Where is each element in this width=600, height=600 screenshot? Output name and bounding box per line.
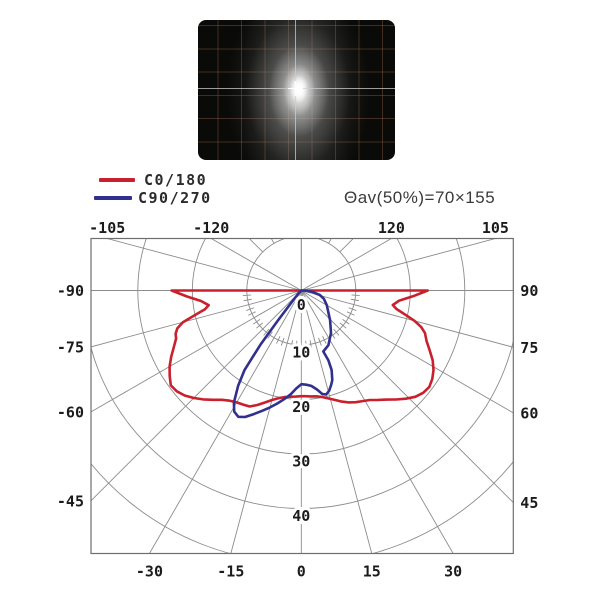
radial-label: 0 — [297, 296, 306, 314]
angle-label: -45 — [57, 492, 84, 510]
angle-label: 30 — [444, 563, 462, 581]
legend: C0/180 C90/270 — [94, 171, 212, 207]
beam-spot-photo — [198, 20, 395, 160]
angle-label: -60 — [57, 403, 84, 421]
legend-swatch-red — [99, 178, 135, 182]
axis-labels: -105 -120 120 105 -90 -75 -60 -45 90 75 60 45 -30 -15… — [57, 219, 538, 581]
angle-label: 90 — [520, 282, 538, 300]
angle-label: -75 — [57, 338, 84, 356]
angle-label: 45 — [520, 494, 538, 512]
angle-label: 0 — [297, 563, 306, 581]
beam-angle-annotation: Θav(50%)=70×155 — [344, 188, 496, 207]
angle-label: -90 — [57, 282, 84, 300]
legend-item-c0-180: C0/180 — [94, 171, 212, 189]
radial-label: 20 — [292, 398, 310, 416]
radial-label: 40 — [292, 507, 310, 525]
angle-label: 120 — [378, 219, 405, 237]
radial-label: 30 — [292, 453, 310, 471]
angle-label: -105 — [89, 219, 125, 237]
center-marker-icon — [288, 88, 303, 89]
curves — [168, 289, 435, 419]
angle-label: 60 — [520, 404, 538, 422]
legend-label: C0/180 — [144, 171, 208, 189]
angle-label: -120 — [193, 219, 229, 237]
angle-label: -15 — [217, 563, 244, 581]
angle-label: 75 — [520, 339, 538, 357]
legend-swatch-blue — [94, 196, 132, 200]
radial-label: 10 — [292, 344, 310, 362]
angle-label: -30 — [136, 563, 163, 581]
beam-glow — [198, 20, 395, 160]
plot-border — [90, 237, 514, 555]
curve-c90-270 — [232, 289, 334, 419]
legend-label: C90/270 — [138, 189, 212, 207]
legend-item-c90-270: C90/270 — [94, 189, 212, 207]
curve-c0-180 — [168, 289, 435, 408]
angle-label: 15 — [363, 563, 381, 581]
angle-label: 105 — [482, 219, 509, 237]
